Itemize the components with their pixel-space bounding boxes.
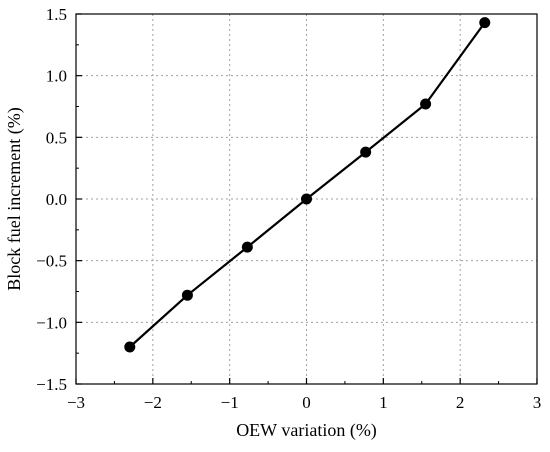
x-tick-label: −1 [221,393,239,412]
x-tick-label: −2 [144,393,162,412]
y-tick-label: −0.5 [36,252,67,271]
x-tick-label: −3 [67,393,85,412]
y-tick-label: −1.5 [36,375,67,394]
y-tick-label: 0.0 [46,190,67,209]
y-axis-title: Block fuel increment (%) [4,107,25,290]
x-tick-label: 1 [379,393,388,412]
data-point [241,241,253,253]
y-tick-label: 1.5 [46,5,67,24]
ticks-layer [75,13,538,385]
x-tick-label: 2 [456,393,465,412]
data-point [360,146,372,158]
data-points-layer [124,17,491,353]
data-point [181,289,193,301]
data-point [124,341,136,353]
x-tick-label: 0 [302,393,311,412]
x-tick-label: 3 [533,393,542,412]
tick-labels-layer: −3 −2 −1 0 1 2 3 −1.5 −1.0 −0.5 0.0 0.5 1.0 1.5 [36,5,541,412]
y-tick-label: 0.5 [46,128,67,147]
data-point [301,193,312,205]
x-axis-title: OEW variation (%) [236,420,377,441]
y-tick-label: −1.0 [36,313,67,332]
data-point [479,17,491,29]
y-tick-label: 1.0 [46,67,67,86]
data-point [420,98,432,110]
